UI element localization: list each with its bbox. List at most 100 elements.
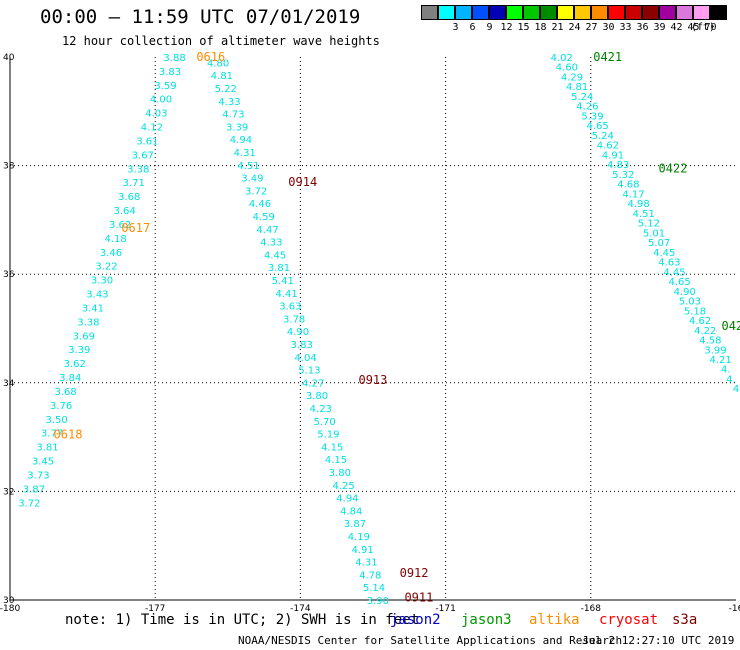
wave-height-value: 4.18 <box>104 234 126 245</box>
wave-height-value: 4.51 <box>237 161 259 172</box>
wave-height-value: 4.45 <box>264 250 286 261</box>
wave-height-value: 5.41 <box>272 276 294 287</box>
wave-height-value: 4.62 <box>689 316 711 327</box>
wave-height-value: 4.80 <box>207 58 229 69</box>
wave-height-value: 5.18 <box>684 306 706 317</box>
wave-height-value: 4.27 <box>302 378 324 389</box>
wave-height-value: 3.68 <box>55 387 77 398</box>
color-swatch-label: 39 <box>653 22 666 33</box>
wave-height-value: 5.22 <box>215 84 237 95</box>
pass-time-label: 0422 <box>659 161 688 175</box>
wave-height-value: 5.07 <box>648 238 670 249</box>
color-swatch-label: 24 <box>568 22 581 33</box>
wave-height-value: 4.29 <box>561 72 583 83</box>
wave-height-value: 4.04 <box>294 353 316 364</box>
legend-satellite-s3a: s3a <box>672 612 698 628</box>
wave-height-value: 3.67 <box>132 150 154 161</box>
pass-time-label: 0913 <box>358 373 387 387</box>
wave-height-value: 3.73 <box>27 470 49 481</box>
color-swatch <box>540 5 557 20</box>
wave-height-value: 4.21 <box>709 355 731 366</box>
x-tick-label: -16 <box>729 604 740 614</box>
wave-height-value: 4.60 <box>556 63 578 74</box>
wave-height-value: 3.49 <box>241 174 263 185</box>
wave-height-value: 3.22 <box>95 262 117 273</box>
y-tick-label: 34 <box>3 379 15 389</box>
color-swatch <box>506 5 523 20</box>
wave-height-value: 3.72 <box>18 498 40 509</box>
footer-date: Jul 2 12:27:10 UTC 2019 <box>582 634 735 647</box>
wave-height-value: 3.99 <box>704 345 726 356</box>
wave-height-value: 4.45 <box>663 267 685 278</box>
wave-height-value: 4.19 <box>348 532 370 543</box>
x-tick-label: -174 <box>290 604 311 614</box>
wave-height-value: 4.68 <box>617 180 639 191</box>
pass-time-label: 0616 <box>196 50 225 64</box>
wave-height-value: 4.63 <box>658 258 680 269</box>
wave-height-value: 5.03 <box>679 297 701 308</box>
legend-note: note: 1) Time is in UTC; 2) SWH is in fe… <box>65 612 420 628</box>
color-scale-unit: (ft) <box>690 22 716 33</box>
color-swatch <box>472 5 489 20</box>
color-swatch <box>438 5 455 20</box>
wave-height-value: 5.13 <box>298 366 320 377</box>
color-swatch <box>710 5 727 20</box>
page-title: 00:00 – 11:59 UTC 07/01/2019 <box>40 6 361 28</box>
pass-time-label: 0914 <box>288 175 317 189</box>
wave-height-value: 3.30 <box>91 276 113 287</box>
wave-height-value: 3.87 <box>23 484 45 495</box>
wave-height-value: 3.87 <box>344 519 366 530</box>
wave-height-value: 4.65 <box>587 121 609 132</box>
wave-height-value: 5.70 <box>313 417 335 428</box>
wave-height-value: 4.83 <box>607 160 629 171</box>
wave-height-value: 3.62 <box>64 359 86 370</box>
wave-height-value: 5.32 <box>612 170 634 181</box>
color-swatch <box>608 5 625 20</box>
wave-height-value: 4.25 <box>332 481 354 492</box>
wave-height-value: 4.26 <box>576 102 598 113</box>
color-swatch-label: 30 <box>602 22 615 33</box>
wave-height-value: 4.02 <box>551 53 573 64</box>
y-tick-label: 36 <box>3 270 15 280</box>
wave-height-value: 3.43 <box>86 290 108 301</box>
wave-height-value: 3.39 <box>226 122 248 133</box>
wave-height-value: 3.50 <box>45 415 67 426</box>
wave-height-value: 4.15 <box>325 455 347 466</box>
color-swatch-label: 3 <box>452 22 459 33</box>
wave-height-value: 3.68 <box>118 192 140 203</box>
wave-height-value: 3.59 <box>154 81 176 92</box>
wave-height-value: 3.71 <box>123 178 145 189</box>
color-swatch-label: 18 <box>534 22 547 33</box>
wave-height-value: 4.58 <box>699 336 721 347</box>
wave-height-value: 3.41 <box>82 303 104 314</box>
legend-satellite-altika: altika <box>529 612 580 628</box>
wave-height-value: 3.80 <box>306 391 328 402</box>
wave-height-value: 5.39 <box>581 111 603 122</box>
wave-height-value: 4.81 <box>211 71 233 82</box>
y-tick-label: 40 <box>3 53 15 63</box>
wave-height-value: 3.64 <box>114 206 136 217</box>
pass-time-label: 0911 <box>404 590 433 604</box>
color-swatch <box>591 5 608 20</box>
wave-height-value: 4.84 <box>340 506 362 517</box>
footer-credit: NOAA/NESDIS Center for Satellite Applica… <box>238 634 623 647</box>
wave-height-value: 4. <box>721 365 731 376</box>
color-swatch <box>421 5 438 20</box>
wave-height-value: 3.72 <box>245 186 267 197</box>
color-swatch-label: 45 <box>687 22 700 33</box>
wave-height-value: 4. <box>726 374 736 385</box>
wave-height-value: 4.41 <box>275 289 297 300</box>
wave-height-value: 3.88 <box>163 53 185 64</box>
wave-height-value: 3.83 <box>159 67 181 78</box>
wave-height-value: 3.38 <box>77 317 99 328</box>
pass-time-label: 042 <box>721 319 740 333</box>
wave-height-value: 3.61 <box>136 136 158 147</box>
wave-height-value: 4.59 <box>253 212 275 223</box>
wave-height-value: 4.90 <box>287 327 309 338</box>
color-swatch-label: 15 <box>517 22 530 33</box>
wave-height-value: 3.80 <box>329 468 351 479</box>
wave-height-value: 4.17 <box>622 189 644 200</box>
color-swatch <box>693 5 710 20</box>
